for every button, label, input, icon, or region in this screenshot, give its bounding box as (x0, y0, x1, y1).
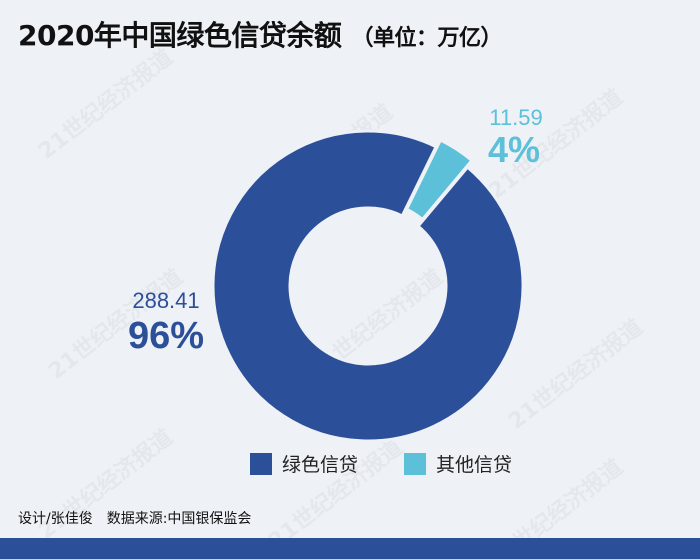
chart-title-text: 2020年中国绿色信贷余额 (18, 19, 342, 52)
slice-other-credit (404, 138, 475, 222)
bottom-bar (0, 538, 700, 559)
legend-swatch-other-credit (404, 452, 427, 475)
percent-label-green-credit: 96% (128, 315, 204, 357)
data-source: 数据来源:中国银保监会 (106, 511, 252, 527)
percent-label-other-credit: 4% (488, 129, 540, 170)
designer-credit: 设计/张佳俊 (18, 511, 93, 527)
value-label-other-credit: 11.59 (489, 105, 542, 130)
chart-unit: （单位：万亿） (351, 26, 502, 51)
footer-credits: 设计/张佳俊 数据来源:中国银保监会 (18, 508, 251, 528)
slice-green-credit (211, 129, 525, 443)
legend-label-green-credit: 绿色信贷 (282, 454, 359, 476)
watermark-text: 21世纪经济报道 (504, 314, 648, 435)
legend-item-other-credit: 其他信贷 (404, 450, 512, 477)
legend-label-other-credit: 其他信贷 (436, 454, 513, 476)
chart-legend: 绿色信贷 其他信贷 (250, 450, 512, 477)
chart-title: 2020年中国绿色信贷余额 （单位：万亿） (18, 14, 502, 54)
legend-swatch-green-credit (250, 452, 272, 475)
watermark-text: 21世纪经济报道 (34, 44, 178, 165)
legend-item-green-credit: 绿色信贷 (250, 450, 358, 477)
value-label-green-credit: 288.41 (132, 288, 199, 313)
